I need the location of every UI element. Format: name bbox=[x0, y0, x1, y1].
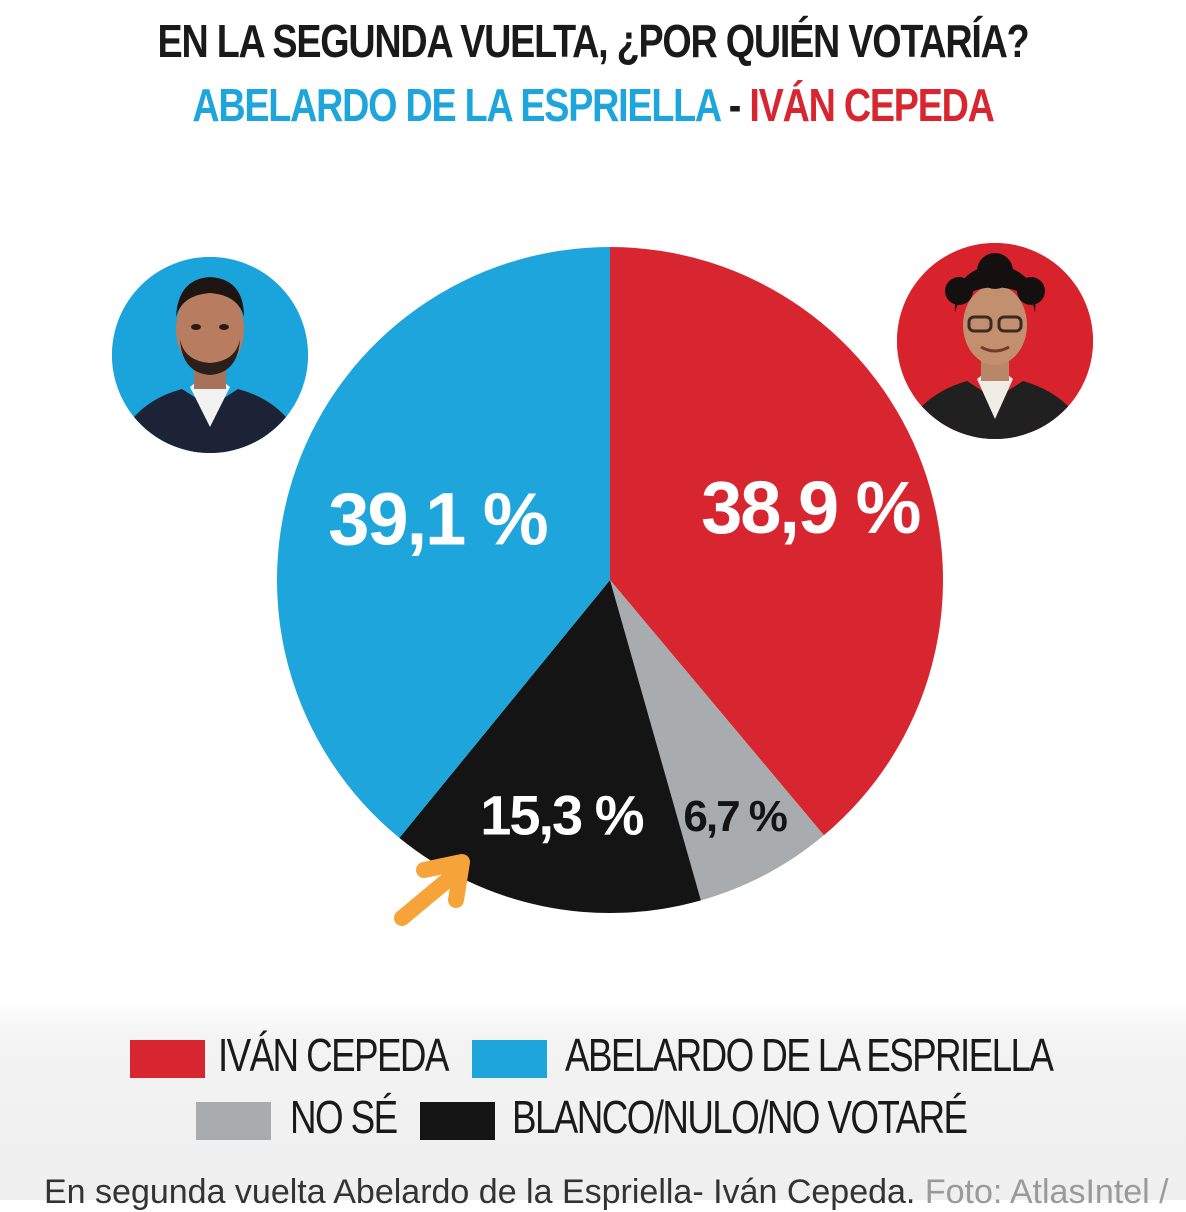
subtitle-candidate-left: ABELARDO DE LA ESPRIELLA bbox=[192, 79, 720, 131]
subtitle-candidate-right: IVÁN CEPEDA bbox=[749, 79, 994, 131]
pie-slice-4 bbox=[277, 247, 610, 838]
pie-label-4: 39,1 % bbox=[328, 477, 547, 560]
pie-chart: 38,9 % 6,7 % 15,3 % 39,1 % bbox=[277, 247, 943, 914]
legend-label-espriella: ABELARDO DE LA ESPRIELLA bbox=[565, 1029, 1054, 1081]
portrait-right-icon bbox=[897, 243, 1093, 439]
pie-label-2: 6,7 % bbox=[683, 792, 786, 841]
legend-label-cepeda: IVÁN CEPEDA bbox=[218, 1029, 449, 1081]
legend-label-blanco: BLANCO/NULO/NO VOTARÉ bbox=[512, 1091, 968, 1143]
candidate-portrait-left bbox=[112, 257, 308, 453]
pie-slice-3 bbox=[399, 580, 701, 914]
portrait-left-icon bbox=[112, 257, 308, 453]
caption-text: En segunda vuelta Abelardo de la Espriel… bbox=[44, 1173, 916, 1211]
caption-credit: Foto: AtlasIntel / bbox=[924, 1173, 1169, 1211]
legend-swatch-no-se bbox=[196, 1102, 271, 1140]
pie-slice-2 bbox=[610, 580, 824, 901]
pie-slice-1 bbox=[610, 247, 943, 836]
photo-caption: En segunda vuelta Abelardo de la Espriel… bbox=[44, 1172, 1169, 1212]
chart-title: EN LA SEGUNDA VUELTA, ¿POR QUIÉN VOTARÍA… bbox=[157, 15, 1030, 67]
legend-swatch-espriella bbox=[472, 1040, 547, 1078]
pie-label-3: 15,3 % bbox=[480, 783, 644, 846]
subtitle-separator: - bbox=[719, 79, 750, 131]
candidate-portrait-right bbox=[897, 243, 1093, 439]
legend-label-no-se: NO SÉ bbox=[290, 1091, 398, 1143]
pie-label-1: 38,9 % bbox=[701, 466, 920, 549]
chart-subtitle: ABELARDO DE LA ESPRIELLA - IVÁN CEPEDA bbox=[107, 76, 1080, 134]
pointer-arrow-icon bbox=[394, 854, 470, 926]
legend-swatch-blanco bbox=[420, 1102, 495, 1140]
chart-legend: IVÁN CEPEDA ABELARDO DE LA ESPRIELLA NO … bbox=[0, 1020, 1186, 1150]
legend-swatch-cepeda bbox=[130, 1040, 205, 1078]
